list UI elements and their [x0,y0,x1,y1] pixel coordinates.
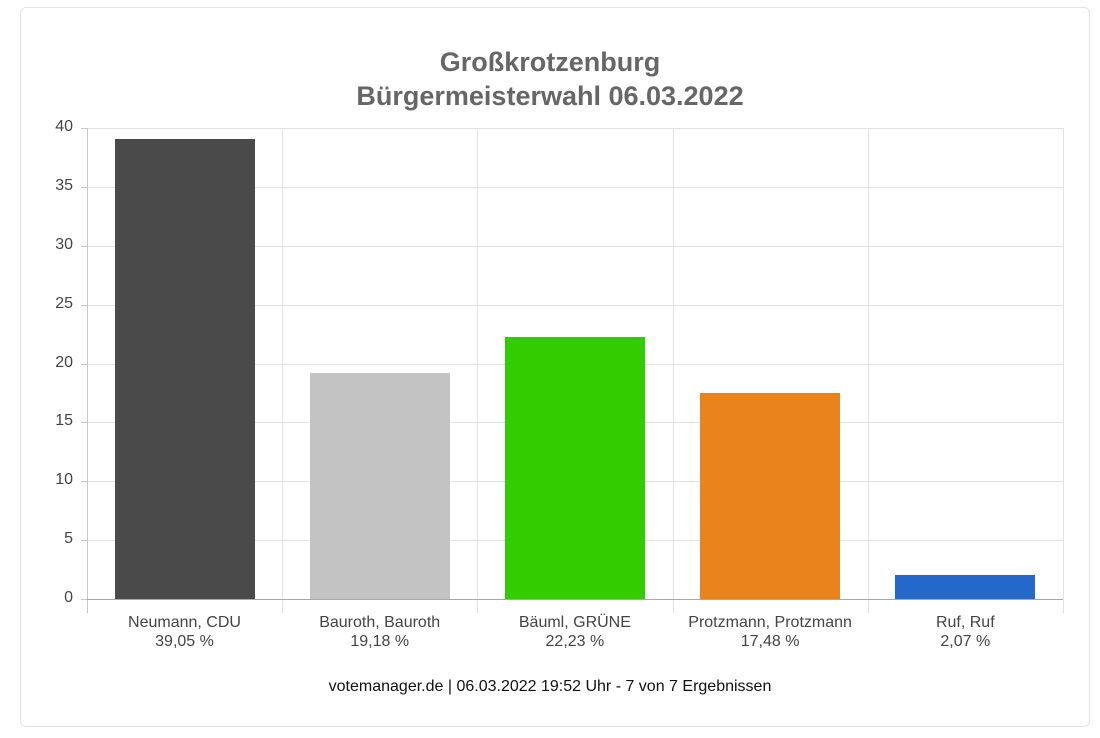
candidate-name: Bauroth, Bauroth [319,614,441,631]
y-tick-mark [81,422,87,424]
y-tick-label: 25 [55,294,73,312]
gridline-horizontal [87,128,1063,129]
x-category-label: Protzmann, Protzmann 17,48 % [673,613,868,651]
gridline-vertical [477,128,479,613]
y-tick-mark [81,186,87,188]
bar-3[interactable] [505,337,645,599]
y-tick-mark [81,599,87,600]
gridline-horizontal [87,186,1063,188]
chart-title: Großkrotzenburg [439,47,661,77]
gridline-vertical [867,128,869,613]
gridline-horizontal [87,304,1063,306]
chart-subtitle: Bürgermeisterwahl 06.03.2022 [356,81,744,111]
bar-2[interactable] [309,373,450,599]
y-tick-label: 35 [55,176,73,194]
y-tick-mark [81,481,87,483]
x-category-label: Bäuml, GRÜNE 22,23 % [477,613,672,651]
y-tick-mark [81,363,87,365]
y-tick-label: 15 [55,412,73,430]
candidate-percentage: 2,07 % [940,633,991,650]
y-tick-label: 30 [55,235,73,253]
gridline-vertical [282,128,284,613]
x-category-label: Ruf, Ruf 2,07 % [868,613,1063,651]
chart-footer: votemanager.de | 06.03.2022 19:52 Uhr - … [328,678,772,695]
candidate-name: Ruf, Ruf [935,614,995,631]
candidate-percentage: 22,23 % [545,633,605,650]
gridline-vertical [672,128,674,613]
bar-1[interactable] [114,139,255,599]
candidate-name: Bäuml, GRÜNE [518,614,631,631]
x-category-label: Bauroth, Bauroth 19,18 % [282,613,477,651]
x-axis [87,599,1063,600]
bar-4[interactable] [700,393,841,599]
x-category-label: Neumann, CDU 39,05 % [87,613,282,651]
y-tick-mark [81,245,87,247]
y-axis [87,128,88,613]
candidate-percentage: 39,05 % [155,633,214,650]
bar-5[interactable] [895,574,1036,599]
gridline-vertical [1063,128,1064,613]
candidate-name: Neumann, CDU [128,614,241,631]
y-tick-mark [81,304,87,306]
y-tick-mark [81,128,87,129]
candidate-name: Protzmann, Protzmann [688,614,852,631]
y-tick-label: 40 [55,118,73,135]
y-tick-label: 10 [55,471,73,489]
gridline-horizontal [87,245,1063,247]
y-tick-mark [81,540,87,542]
candidate-percentage: 17,48 % [740,633,800,650]
plot-area: 0 5 10 15 20 25 30 35 40 Neumann, CDU 39,05 % Bauro… [55,118,1064,650]
y-tick-label: 5 [64,530,73,548]
y-tick-label: 20 [55,353,73,371]
y-tick-label: 0 [64,589,73,606]
candidate-percentage: 19,18 % [350,633,410,650]
